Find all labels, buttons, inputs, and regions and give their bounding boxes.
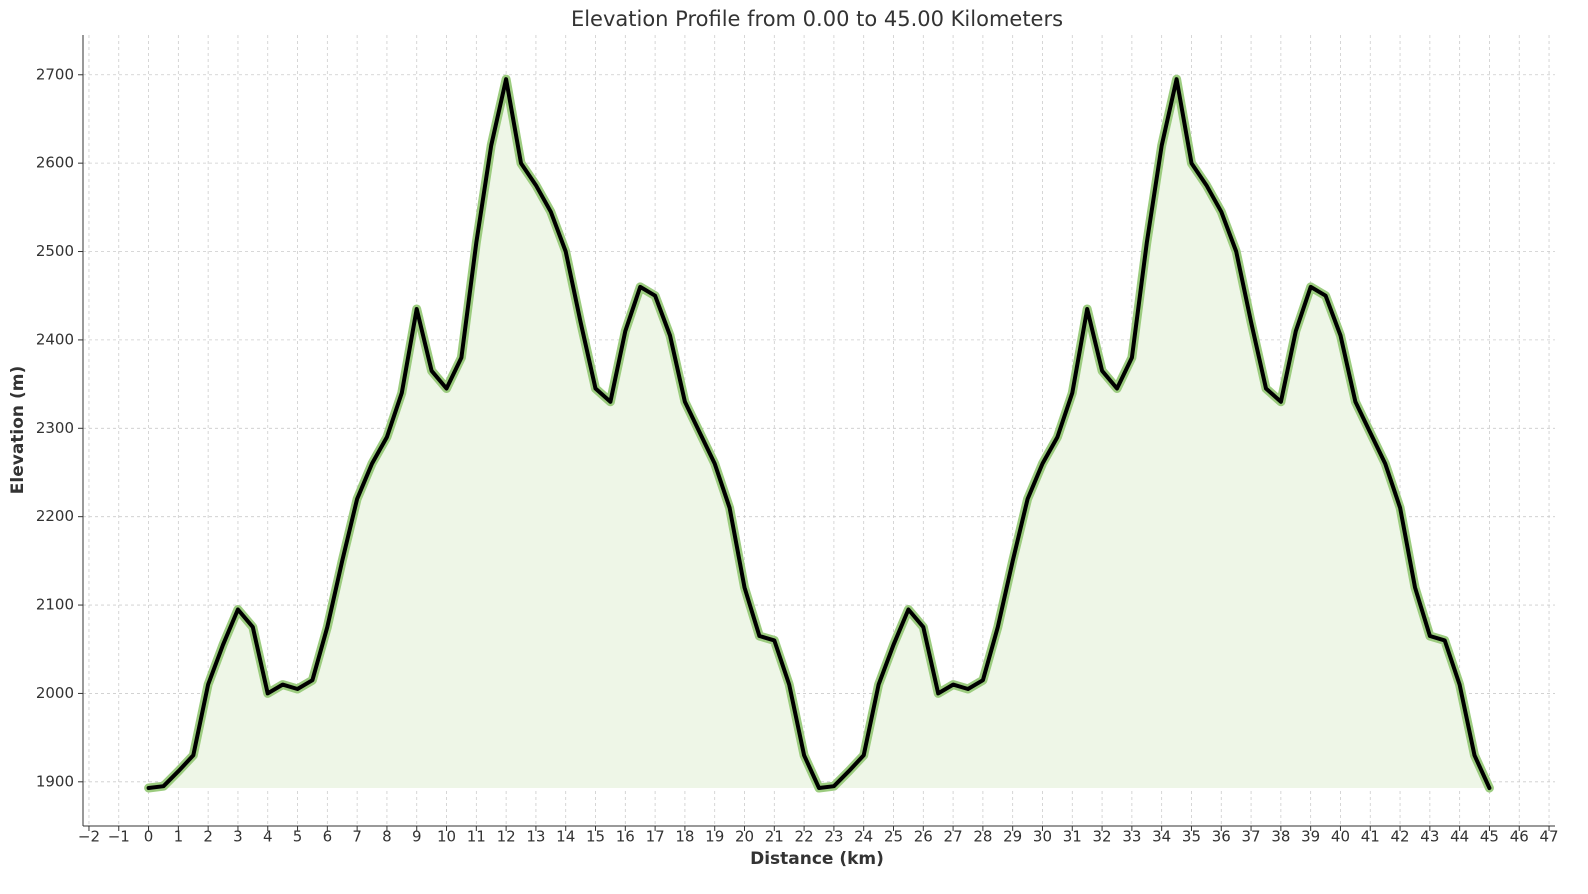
x-tick-label: 36 <box>1212 828 1231 846</box>
x-tick-label: 44 <box>1450 828 1469 846</box>
x-tick-label: 23 <box>824 828 843 846</box>
x-tick-label: 18 <box>675 828 694 846</box>
y-tick-label: 2300 <box>36 419 74 437</box>
x-tick-label: 4 <box>263 828 273 846</box>
y-axis-label: Elevation (m) <box>8 366 28 494</box>
x-tick-label: 34 <box>1152 828 1171 846</box>
y-tick-label: 2000 <box>36 684 74 702</box>
x-tick-label: 0 <box>144 828 154 846</box>
x-tick-label: 32 <box>1093 828 1112 846</box>
x-tick-label: 38 <box>1271 828 1290 846</box>
x-tick-label: 5 <box>293 828 303 846</box>
x-tick-label: 39 <box>1301 828 1320 846</box>
x-tick-label: 25 <box>884 828 903 846</box>
x-tick-label: 24 <box>854 828 873 846</box>
x-tick-label: 21 <box>765 828 784 846</box>
x-tick-label: 46 <box>1510 828 1529 846</box>
x-tick-label: −2 <box>78 828 100 846</box>
x-tick-label: 20 <box>735 828 754 846</box>
x-tick-label: 37 <box>1242 828 1261 846</box>
x-tick-label: 43 <box>1420 828 1439 846</box>
x-tick-label: 8 <box>382 828 392 846</box>
x-tick-label: 14 <box>556 828 575 846</box>
x-tick-label: 3 <box>233 828 243 846</box>
x-tick-label: 28 <box>973 828 992 846</box>
x-tick-label: 22 <box>795 828 814 846</box>
x-tick-label: 12 <box>497 828 516 846</box>
y-tick-label: 2500 <box>36 242 74 260</box>
x-tick-label: 1 <box>174 828 184 846</box>
x-tick-label: 16 <box>616 828 635 846</box>
x-tick-label: 35 <box>1182 828 1201 846</box>
x-tick-label: 13 <box>526 828 545 846</box>
x-tick-label: 31 <box>1063 828 1082 846</box>
x-tick-label: 15 <box>586 828 605 846</box>
x-tick-label: 2 <box>203 828 213 846</box>
y-tick-label: 2100 <box>36 596 74 614</box>
x-tick-label: 7 <box>352 828 362 846</box>
x-tick-label: 9 <box>412 828 422 846</box>
chart-title: Elevation Profile from 0.00 to 45.00 Kil… <box>571 7 1063 31</box>
x-tick-label: 40 <box>1331 828 1350 846</box>
x-tick-label: 45 <box>1480 828 1499 846</box>
x-tick-label: 17 <box>646 828 665 846</box>
x-tick-label: 41 <box>1361 828 1380 846</box>
y-tick-label: 2600 <box>36 154 74 172</box>
area-fill <box>148 79 1490 788</box>
x-tick-label: 42 <box>1391 828 1410 846</box>
y-tick-label: 2700 <box>36 65 74 83</box>
x-tick-label: 27 <box>944 828 963 846</box>
y-tick-label: 2200 <box>36 507 74 525</box>
y-tick-label: 2400 <box>36 330 74 348</box>
x-tick-label: 11 <box>467 828 486 846</box>
x-tick-label: 19 <box>705 828 724 846</box>
y-tick-label: 1900 <box>36 772 74 790</box>
x-tick-label: 6 <box>323 828 333 846</box>
x-axis-label: Distance (km) <box>750 849 884 869</box>
x-tick-label: −1 <box>108 828 130 846</box>
x-tick-label: 33 <box>1122 828 1141 846</box>
x-tick-label: 30 <box>1033 828 1052 846</box>
x-tick-label: 10 <box>437 828 456 846</box>
x-tick-label: 29 <box>1003 828 1022 846</box>
x-tick-label: 47 <box>1539 828 1558 846</box>
elevation-line <box>146 77 1492 790</box>
x-tick-label: 26 <box>914 828 933 846</box>
